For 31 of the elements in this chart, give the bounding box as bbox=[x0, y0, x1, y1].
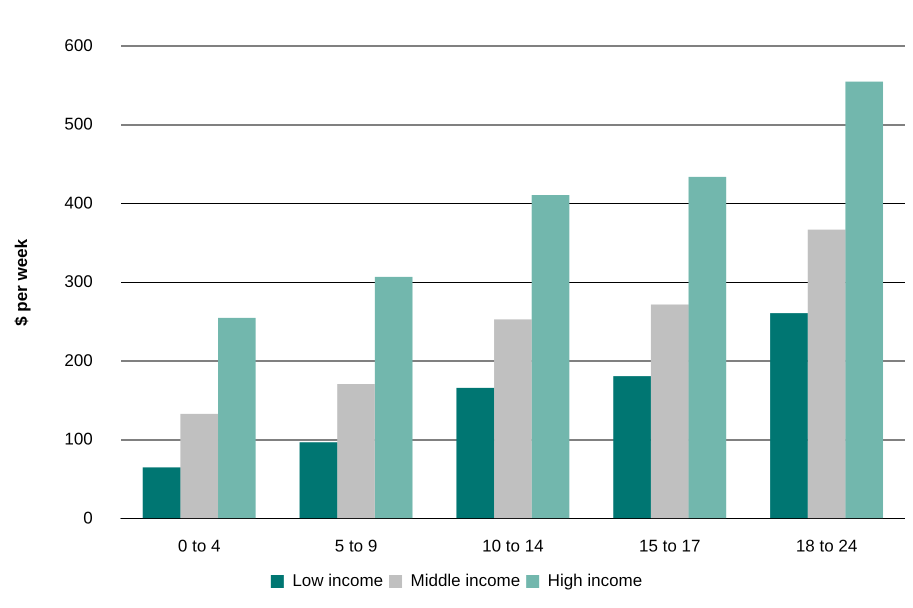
y-tick-label: 100 bbox=[64, 430, 93, 449]
bar bbox=[532, 195, 570, 518]
bar bbox=[218, 318, 256, 518]
y-tick-label: 300 bbox=[64, 272, 93, 292]
x-tick-label: 10 to 14 bbox=[482, 536, 544, 556]
x-tick-label: 15 to 17 bbox=[639, 536, 700, 556]
y-tick-label: 600 bbox=[64, 36, 93, 55]
y-axis-title: $ per week bbox=[12, 238, 31, 326]
bar bbox=[845, 82, 884, 518]
bar bbox=[300, 442, 338, 518]
bar bbox=[374, 276, 412, 518]
bar bbox=[337, 384, 375, 518]
y-tick-label: 0 bbox=[83, 508, 93, 528]
bar bbox=[650, 304, 689, 518]
x-tick-label: 18 to 24 bbox=[796, 536, 858, 556]
y-tick-label: 200 bbox=[64, 350, 93, 370]
legend-label: High income bbox=[548, 571, 642, 590]
x-tick-label: 0 to 4 bbox=[178, 536, 220, 556]
bar bbox=[180, 414, 218, 518]
bar bbox=[808, 230, 846, 518]
y-tick-label: 400 bbox=[64, 193, 93, 212]
bar bbox=[688, 176, 726, 518]
x-tick-label: 5 to 9 bbox=[334, 536, 378, 556]
bar bbox=[456, 388, 494, 518]
legend-label: Low income bbox=[292, 571, 384, 590]
bar bbox=[613, 376, 651, 518]
y-tick-label: 500 bbox=[64, 114, 93, 134]
bar bbox=[142, 467, 180, 518]
bar bbox=[770, 313, 808, 518]
legend-label: Middle income bbox=[410, 571, 520, 590]
bar bbox=[494, 319, 532, 518]
